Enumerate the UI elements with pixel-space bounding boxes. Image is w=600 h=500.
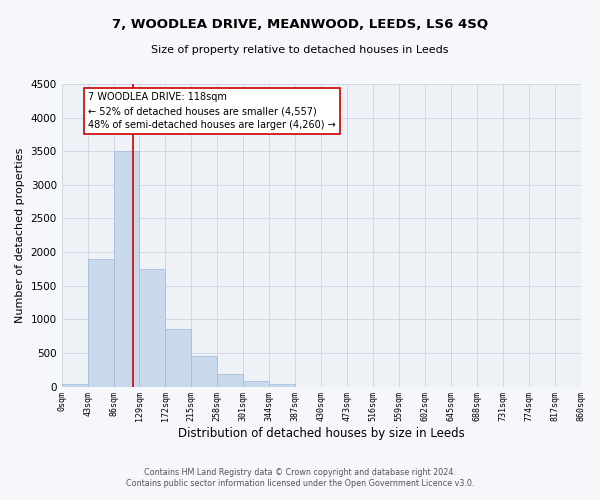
Bar xyxy=(88,259,113,386)
Bar xyxy=(191,356,217,386)
Text: Size of property relative to detached houses in Leeds: Size of property relative to detached ho… xyxy=(151,45,449,55)
Bar xyxy=(139,269,166,386)
Text: Contains HM Land Registry data © Crown copyright and database right 2024.
Contai: Contains HM Land Registry data © Crown c… xyxy=(126,468,474,487)
Bar xyxy=(217,374,243,386)
Bar xyxy=(243,380,269,386)
Bar xyxy=(166,329,191,386)
X-axis label: Distribution of detached houses by size in Leeds: Distribution of detached houses by size … xyxy=(178,427,464,440)
Bar xyxy=(62,384,88,386)
Y-axis label: Number of detached properties: Number of detached properties xyxy=(15,148,25,323)
Bar xyxy=(269,384,295,386)
Text: 7 WOODLEA DRIVE: 118sqm
← 52% of detached houses are smaller (4,557)
48% of semi: 7 WOODLEA DRIVE: 118sqm ← 52% of detache… xyxy=(88,92,336,130)
Bar xyxy=(113,151,139,386)
Text: 7, WOODLEA DRIVE, MEANWOOD, LEEDS, LS6 4SQ: 7, WOODLEA DRIVE, MEANWOOD, LEEDS, LS6 4… xyxy=(112,18,488,30)
